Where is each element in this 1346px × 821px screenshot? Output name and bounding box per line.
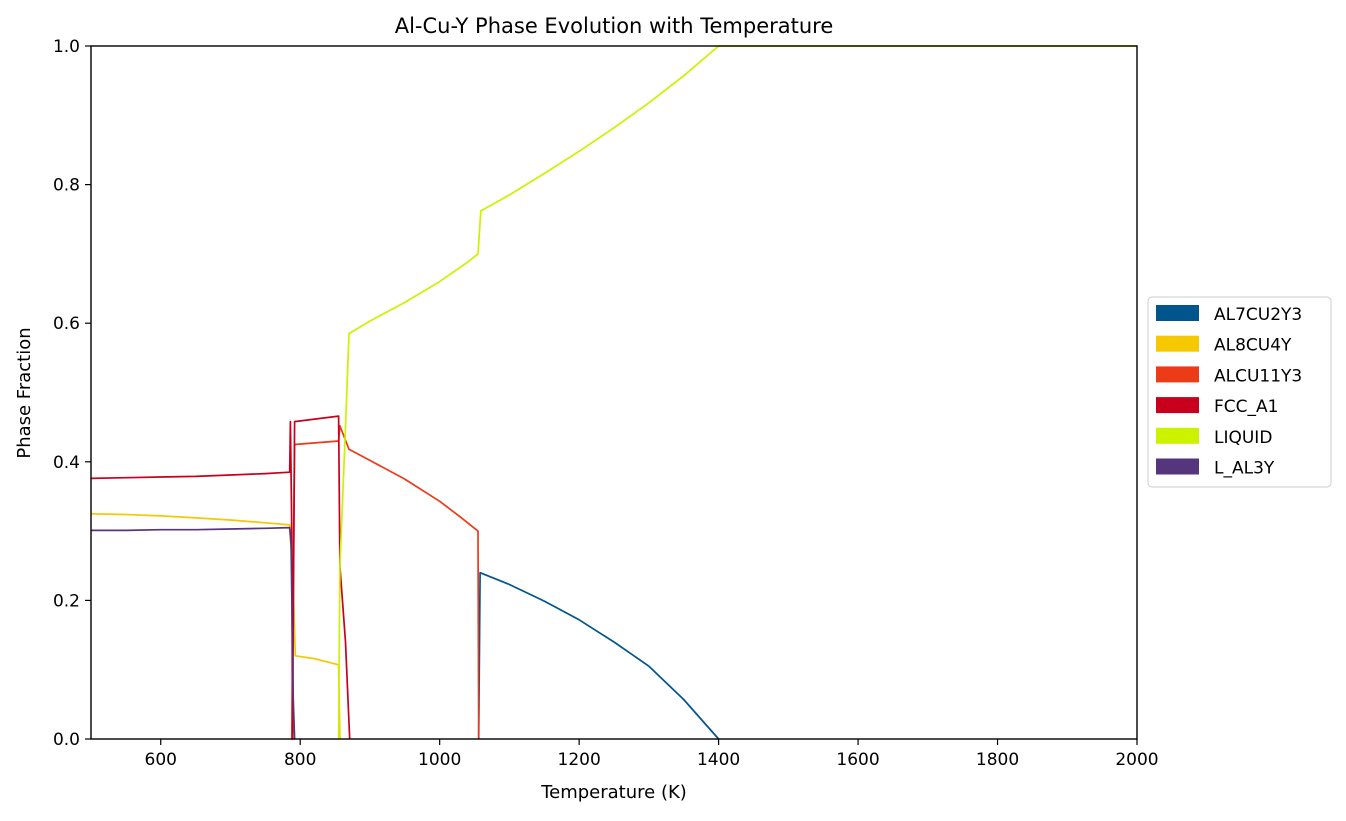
series-line-fcc-a1 [90,415,351,740]
y-tick-label: 0.0 [53,730,80,750]
x-tick-label: 1200 [558,750,601,770]
y-tick-label: 1.0 [53,37,80,57]
x-axis-ticks: 600 800 1000 1200 1400 1600 1800 2000 [145,739,1159,770]
series-line-alcu11y3 [290,424,480,740]
x-tick-label: 1400 [697,750,740,770]
x-tick-label: 1600 [836,750,879,770]
x-tick-label: 800 [284,750,316,770]
y-axis-ticks: 0.0 0.2 0.4 0.6 0.8 1.0 [53,37,91,750]
legend-swatch [1156,335,1199,352]
legend-label: AL7CU2Y3 [1214,305,1302,325]
y-tick-label: 0.8 [53,176,80,196]
legend-entries: AL7CU2Y3 AL8CU4Y ALCU11Y3 FCC_A1 LIQUID L_AL3… [1156,305,1302,479]
legend: AL7CU2Y3 AL8CU4Y ALCU11Y3 FCC_A1 LIQUID L_AL3… [1147,296,1332,488]
legend-swatch [1156,427,1199,444]
x-tick-label: 1000 [418,750,461,770]
x-tick-label: 2000 [1115,750,1158,770]
legend-label: L_AL3Y [1214,459,1275,479]
plot-frame [90,45,1138,740]
legend-swatch [1156,305,1199,321]
series-line-al8cu4y [90,512,341,740]
y-tick-label: 0.4 [53,453,80,473]
legend-label: FCC_A1 [1214,397,1278,417]
legend-swatch [1156,366,1199,383]
legend-label: AL8CU4Y [1214,336,1292,356]
y-tick-label: 0.2 [53,591,80,611]
x-tick-label: 600 [145,750,177,770]
series-line-al7cu2y3 [477,571,720,740]
plot-series [90,45,1137,740]
series-line-l-al3y [91,526,296,740]
x-axis-label: Temperature (K) [540,782,687,803]
legend-label: ALCU11Y3 [1214,366,1302,386]
series-line-liquid [337,45,1137,740]
chart-title: Al-Cu-Y Phase Evolution with Temperature [395,14,834,38]
y-axis-label: Phase Fraction [14,327,35,458]
legend-swatch [1156,458,1199,475]
legend-swatch [1156,397,1199,414]
y-tick-label: 0.6 [53,314,80,334]
legend-label: LIQUID [1214,428,1272,448]
x-tick-label: 1800 [976,750,1019,770]
